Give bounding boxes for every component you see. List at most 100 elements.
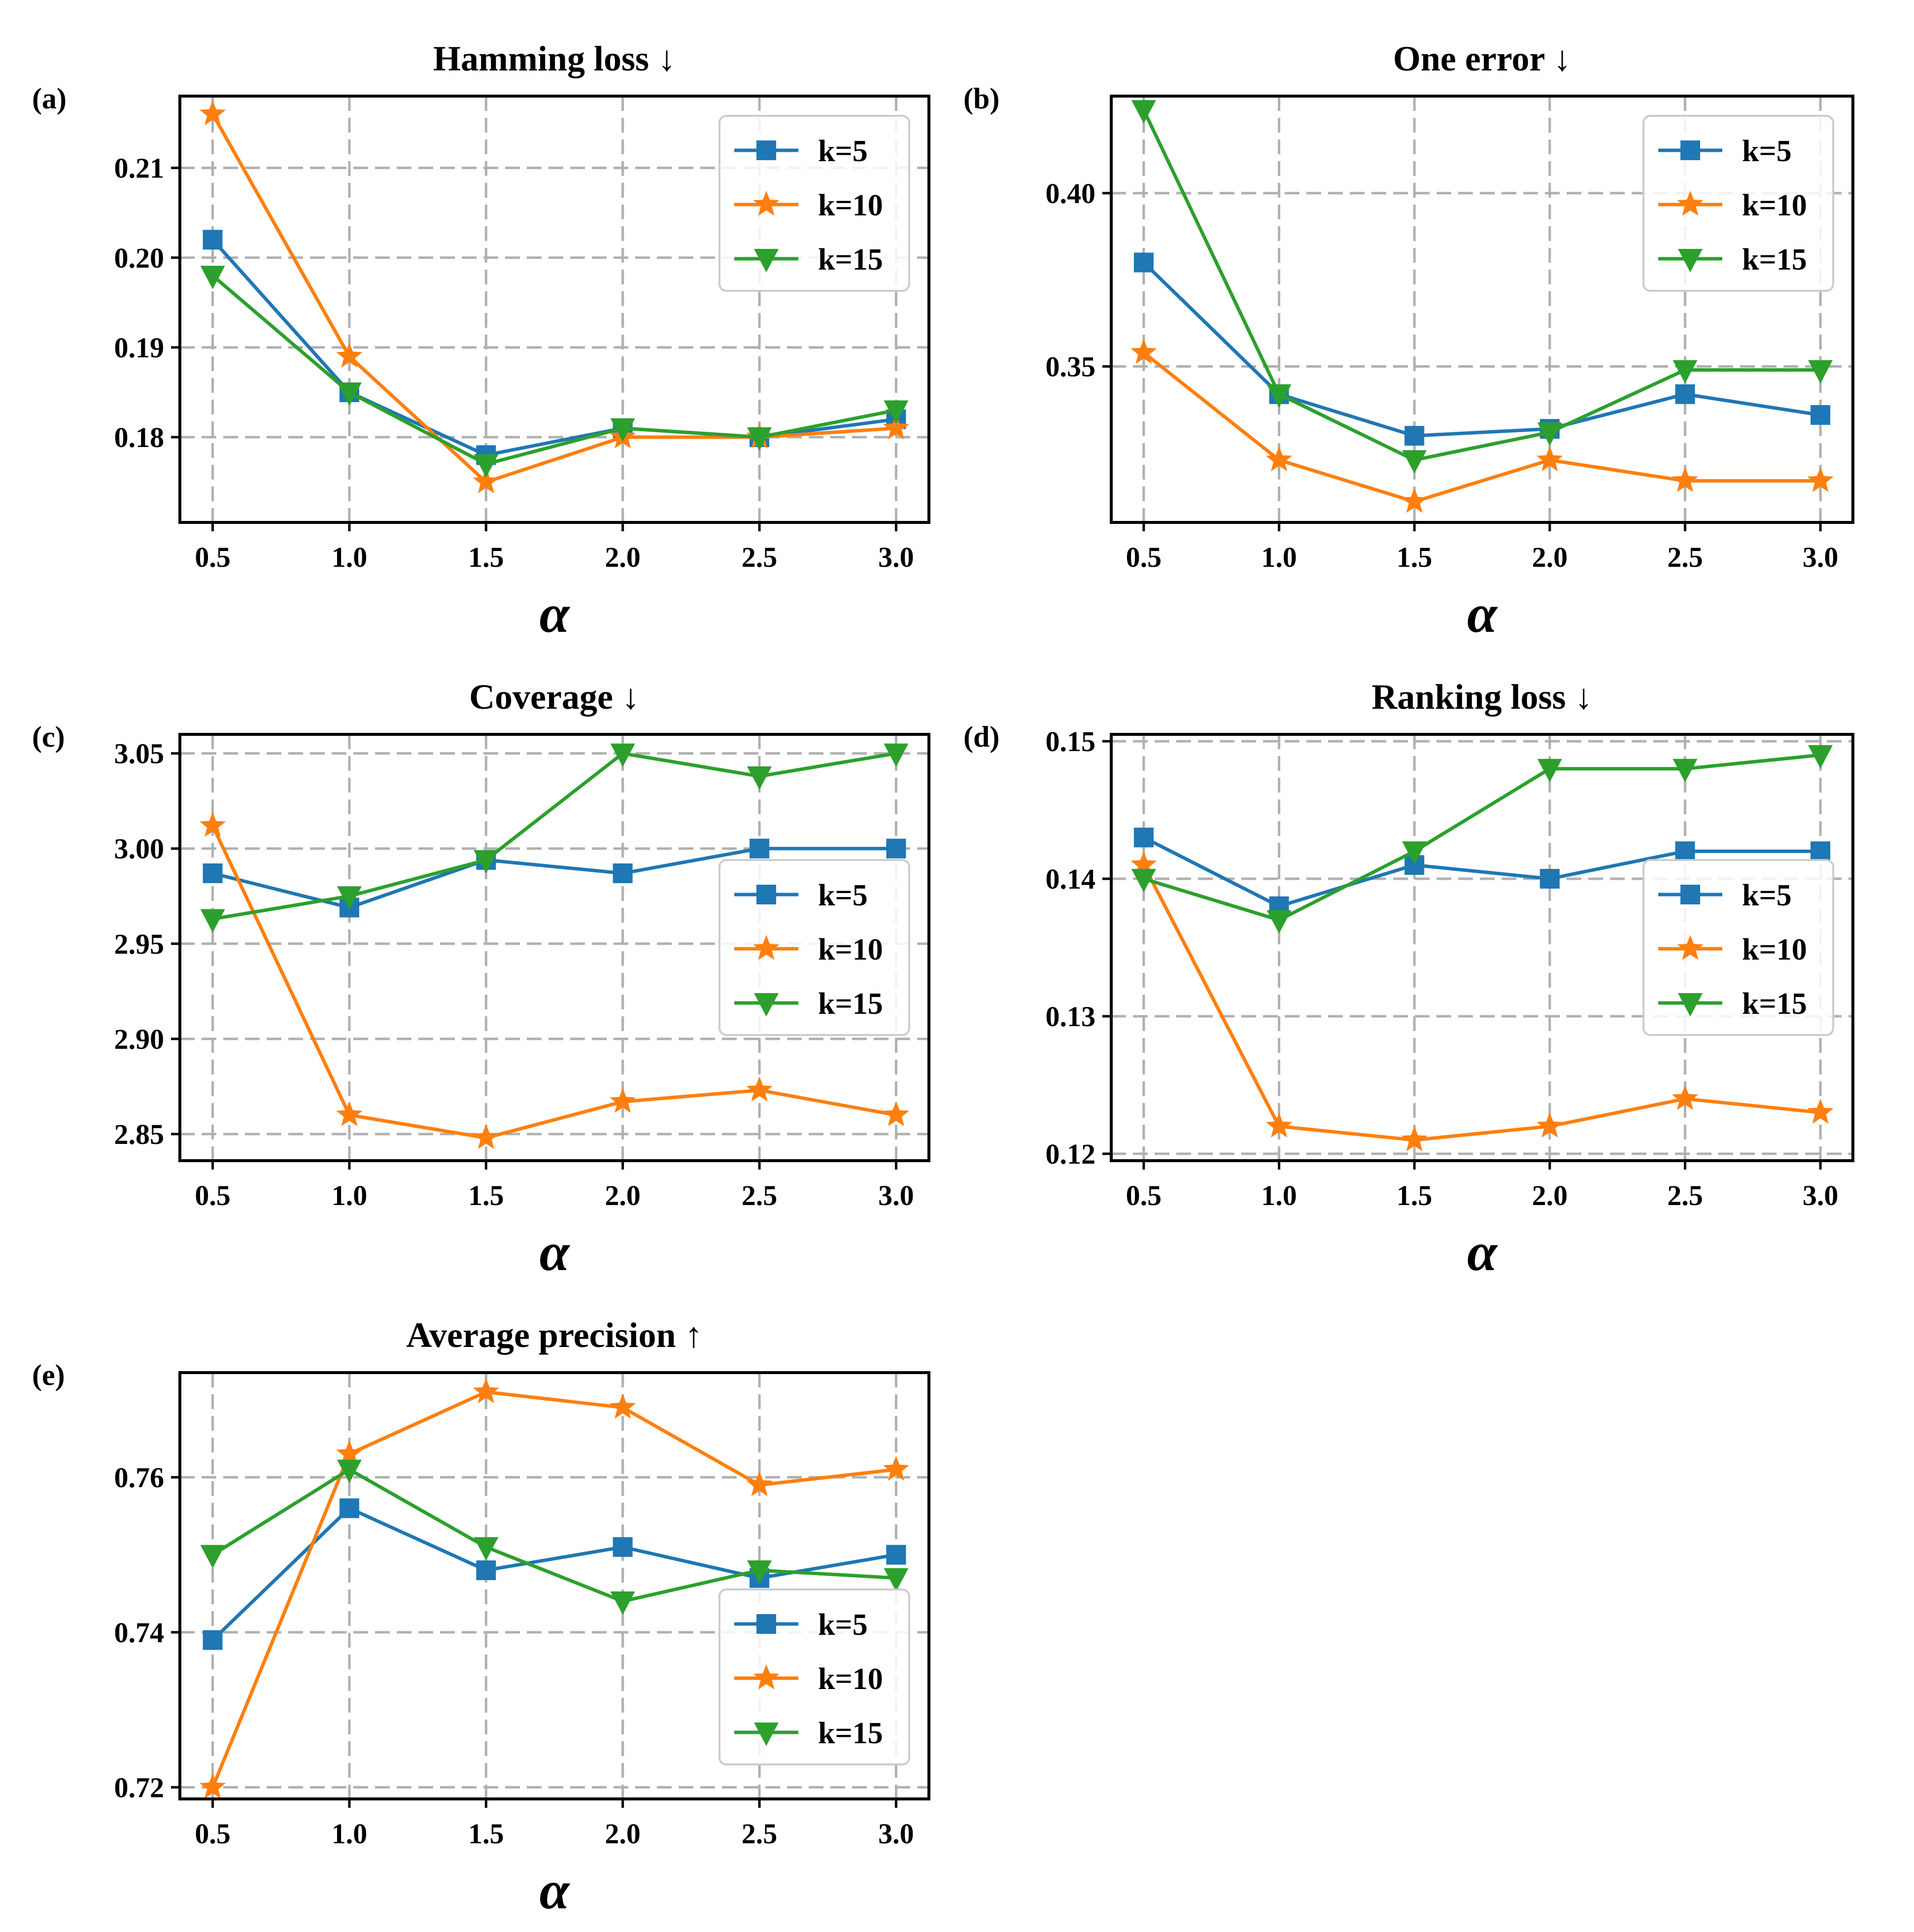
y-tick-label: 0.14 bbox=[1046, 863, 1096, 895]
panel-label: (e) bbox=[32, 1359, 65, 1391]
legend-label: k=15 bbox=[1742, 243, 1807, 276]
data-point-k=5 bbox=[1675, 384, 1695, 404]
x-tick-label: 1.0 bbox=[332, 541, 368, 573]
chart-title: Ranking loss ↓ bbox=[1371, 677, 1592, 717]
plot-frame bbox=[1110, 733, 1854, 1162]
chart-panel-a: 0.5 1.0 1.5 2.0 2.5 3.0 0.18 0.19 0.20 0.21 k=5 k=1… bbox=[32, 39, 930, 644]
chart-panel-b: 0.5 1.0 1.5 2.0 2.5 3.0 0.35 0.40 k=5 k=10 k=15 One… bbox=[963, 39, 1854, 644]
y-tick-label: 0.35 bbox=[1046, 351, 1096, 383]
x-tick-label: 0.5 bbox=[1126, 541, 1162, 573]
data-point-k=15 bbox=[610, 743, 635, 767]
data-point-k=15 bbox=[474, 454, 499, 478]
data-point-k=5 bbox=[613, 1537, 633, 1557]
data-point-k=15 bbox=[747, 766, 772, 790]
legend-marker-k=15 bbox=[754, 1723, 779, 1746]
x-tick-label: 3.0 bbox=[878, 1818, 914, 1850]
data-point-k=15 bbox=[474, 850, 499, 874]
data-point-k=5 bbox=[1811, 405, 1831, 425]
series-line-k=15 bbox=[1142, 109, 1821, 462]
x-tick-label: 1.5 bbox=[468, 1818, 504, 1850]
data-point-k=15 bbox=[474, 1537, 499, 1561]
legend-label: k=15 bbox=[818, 243, 883, 276]
data-point-k=5 bbox=[1133, 252, 1154, 273]
data-point-k=15 bbox=[1673, 759, 1698, 783]
x-tick-label: 2.0 bbox=[605, 1179, 641, 1211]
data-point-k=15 bbox=[884, 1568, 909, 1592]
data-point-k=15 bbox=[337, 886, 362, 910]
data-point-k=10 bbox=[746, 1471, 773, 1496]
data-point-k=5 bbox=[886, 838, 906, 859]
y-tick-label: 0.21 bbox=[114, 152, 165, 184]
data-point-k=15 bbox=[1402, 450, 1427, 474]
data-point-k=10 bbox=[883, 414, 910, 440]
series-line-k=5 bbox=[212, 847, 896, 909]
x-tick-label: 0.5 bbox=[1126, 1179, 1162, 1211]
data-point-k=10 bbox=[336, 1440, 363, 1465]
data-point-k=10 bbox=[1537, 1112, 1563, 1138]
x-tick-label: 1.0 bbox=[1261, 1179, 1297, 1211]
data-point-k=5 bbox=[750, 838, 770, 859]
legend-marker-k=15 bbox=[1678, 993, 1703, 1017]
legend-label: k=15 bbox=[818, 1717, 883, 1750]
data-point-k=15 bbox=[200, 909, 225, 933]
data-point-k=5 bbox=[613, 863, 633, 883]
data-point-k=15 bbox=[747, 1560, 772, 1584]
data-point-k=5 bbox=[1811, 841, 1831, 862]
data-point-k=10 bbox=[473, 468, 499, 493]
legend-marker-k=10 bbox=[753, 191, 780, 216]
data-point-k=15 bbox=[1808, 745, 1833, 769]
panel-label: (a) bbox=[32, 82, 67, 115]
panel-label: (c) bbox=[32, 721, 65, 753]
legend-marker-k=5 bbox=[756, 140, 776, 160]
data-point-k=15 bbox=[1537, 422, 1562, 446]
y-tick-label: 0.12 bbox=[1046, 1138, 1096, 1170]
legend-label: k=15 bbox=[818, 987, 883, 1021]
x-tick-label: 2.0 bbox=[605, 1818, 641, 1850]
x-tick-label: 2.5 bbox=[742, 1818, 778, 1850]
data-point-k=15 bbox=[1537, 759, 1562, 783]
data-point-k=10 bbox=[1672, 467, 1699, 492]
data-point-k=10 bbox=[1672, 1085, 1699, 1110]
x-tick-label: 1.0 bbox=[332, 1179, 368, 1211]
x-tick-label: 2.5 bbox=[742, 1179, 778, 1211]
data-point-k=15 bbox=[337, 382, 362, 406]
series-line-k=10 bbox=[211, 1390, 896, 1788]
data-point-k=15 bbox=[610, 418, 635, 442]
y-tick-label: 0.74 bbox=[114, 1617, 165, 1649]
data-point-k=5 bbox=[203, 1630, 223, 1650]
legend: k=5 k=10 k=15 bbox=[718, 115, 910, 292]
x-tick-label: 2.5 bbox=[742, 541, 778, 573]
legend-marker-k=10 bbox=[753, 1664, 780, 1690]
data-point-k=10 bbox=[883, 1101, 910, 1126]
data-point-k=10 bbox=[746, 1076, 773, 1102]
data-point-k=15 bbox=[337, 1459, 362, 1484]
legend-label: k=5 bbox=[818, 1608, 868, 1642]
data-point-k=10 bbox=[1537, 446, 1563, 472]
legend-marker-k=10 bbox=[1677, 935, 1704, 960]
legend-marker-k=5 bbox=[756, 1614, 776, 1634]
y-tick-label: 3.05 bbox=[114, 738, 165, 770]
data-point-k=10 bbox=[1807, 1099, 1834, 1124]
plot-frame bbox=[178, 1371, 930, 1800]
data-point-k=15 bbox=[884, 743, 909, 767]
panel-label: (b) bbox=[963, 82, 999, 115]
x-axis-label: α bbox=[1467, 1222, 1498, 1282]
data-point-k=10 bbox=[610, 1393, 636, 1419]
x-tick-label: 2.5 bbox=[1667, 541, 1703, 573]
data-point-k=10 bbox=[1807, 467, 1834, 492]
plot-frame bbox=[178, 733, 930, 1162]
data-point-k=10 bbox=[336, 343, 363, 368]
y-tick-label: 3.00 bbox=[114, 833, 165, 865]
chart-title: Coverage ↓ bbox=[469, 677, 640, 717]
legend-marker-k=15 bbox=[1678, 249, 1703, 273]
data-point-k=5 bbox=[339, 1498, 359, 1518]
series-line-k=15 bbox=[212, 752, 896, 921]
y-tick-label: 0.76 bbox=[114, 1461, 165, 1493]
x-axis-label: α bbox=[540, 1222, 571, 1282]
data-point-k=10 bbox=[1130, 851, 1157, 876]
data-point-k=10 bbox=[336, 1101, 363, 1126]
plot-frame bbox=[178, 95, 930, 524]
x-tick-label: 2.0 bbox=[1532, 1179, 1568, 1211]
series-line-k=5 bbox=[1143, 836, 1821, 908]
chart-title: One error ↓ bbox=[1393, 39, 1571, 78]
